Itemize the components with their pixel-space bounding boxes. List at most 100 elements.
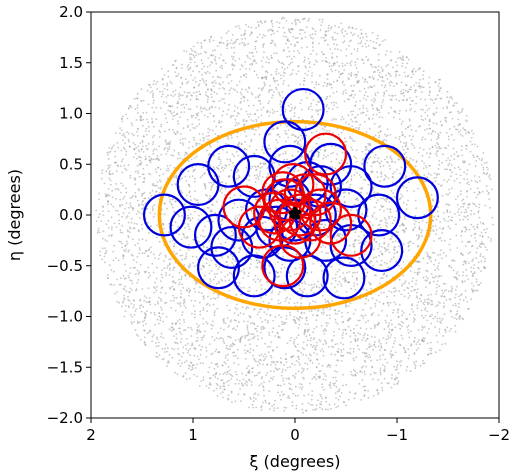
background-point	[394, 216, 396, 219]
background-point	[160, 153, 163, 156]
background-point	[240, 143, 243, 146]
background-point	[146, 332, 149, 335]
background-point	[329, 364, 332, 367]
background-point	[423, 180, 426, 183]
background-point	[130, 253, 133, 256]
background-point	[404, 218, 406, 220]
background-point	[193, 347, 195, 349]
background-point	[125, 290, 128, 293]
background-point	[372, 264, 375, 267]
background-point	[275, 52, 278, 55]
background-point	[281, 391, 283, 393]
background-point	[402, 55, 404, 57]
background-point	[295, 272, 298, 275]
background-point	[219, 327, 222, 330]
background-point	[341, 81, 344, 84]
background-point	[411, 285, 413, 288]
background-point	[394, 369, 397, 371]
background-point	[393, 171, 396, 173]
background-point	[334, 343, 337, 346]
background-point	[205, 346, 208, 349]
background-point	[114, 188, 117, 191]
background-point	[483, 243, 485, 246]
background-point	[149, 86, 152, 89]
background-point	[340, 118, 342, 121]
background-point	[163, 87, 166, 90]
background-point	[230, 134, 233, 137]
background-point	[158, 315, 161, 318]
background-point	[404, 349, 406, 352]
background-point	[410, 290, 413, 292]
background-point	[448, 111, 451, 114]
background-point	[383, 261, 386, 264]
background-point	[274, 147, 277, 150]
background-point	[340, 131, 343, 134]
background-point	[158, 145, 161, 148]
background-point	[102, 214, 105, 217]
background-point	[226, 273, 229, 276]
background-point	[98, 198, 100, 201]
background-point	[463, 226, 466, 229]
background-point	[220, 41, 223, 44]
background-point	[369, 76, 372, 79]
background-point	[253, 59, 256, 61]
background-point	[428, 164, 430, 167]
background-point	[225, 182, 228, 185]
background-point	[156, 80, 159, 83]
background-point	[241, 88, 243, 91]
background-point	[407, 324, 410, 327]
background-point	[448, 265, 451, 268]
background-point	[136, 282, 139, 284]
background-point	[254, 392, 257, 395]
background-point	[405, 143, 407, 146]
background-point	[342, 401, 345, 403]
background-point	[408, 88, 411, 91]
background-point	[307, 357, 310, 360]
background-point	[405, 89, 407, 92]
background-point	[365, 35, 368, 38]
background-point	[114, 162, 116, 164]
background-point	[352, 110, 355, 113]
background-point	[207, 96, 210, 99]
background-point	[154, 168, 157, 171]
background-point	[349, 137, 351, 139]
background-point	[250, 92, 253, 94]
background-point	[434, 131, 437, 133]
background-point	[163, 260, 165, 262]
background-point	[110, 203, 113, 206]
background-point	[360, 29, 363, 31]
background-point	[456, 310, 459, 313]
background-point	[142, 151, 145, 153]
background-point	[470, 136, 473, 139]
background-point	[198, 329, 201, 332]
background-point	[304, 31, 306, 34]
background-point	[464, 230, 467, 233]
background-point	[462, 263, 465, 266]
background-point	[195, 54, 198, 57]
background-point	[191, 312, 193, 315]
background-point	[216, 395, 219, 397]
background-point	[177, 151, 180, 154]
background-point	[424, 301, 427, 303]
background-point	[202, 309, 205, 312]
background-point	[322, 244, 324, 247]
background-point	[361, 371, 363, 374]
background-point	[99, 254, 102, 257]
background-point	[214, 363, 217, 365]
background-point	[252, 406, 255, 409]
background-point	[337, 210, 339, 213]
background-point	[155, 83, 157, 85]
background-point	[180, 290, 182, 292]
background-point	[179, 305, 182, 308]
background-point	[225, 165, 228, 167]
background-point	[128, 276, 130, 279]
background-point	[131, 289, 133, 291]
background-point	[399, 364, 402, 367]
background-point	[247, 56, 249, 59]
background-point	[298, 52, 301, 55]
background-point	[294, 319, 296, 322]
background-point	[155, 345, 158, 348]
background-point	[388, 94, 390, 97]
background-point	[201, 73, 204, 76]
background-point	[160, 306, 162, 309]
